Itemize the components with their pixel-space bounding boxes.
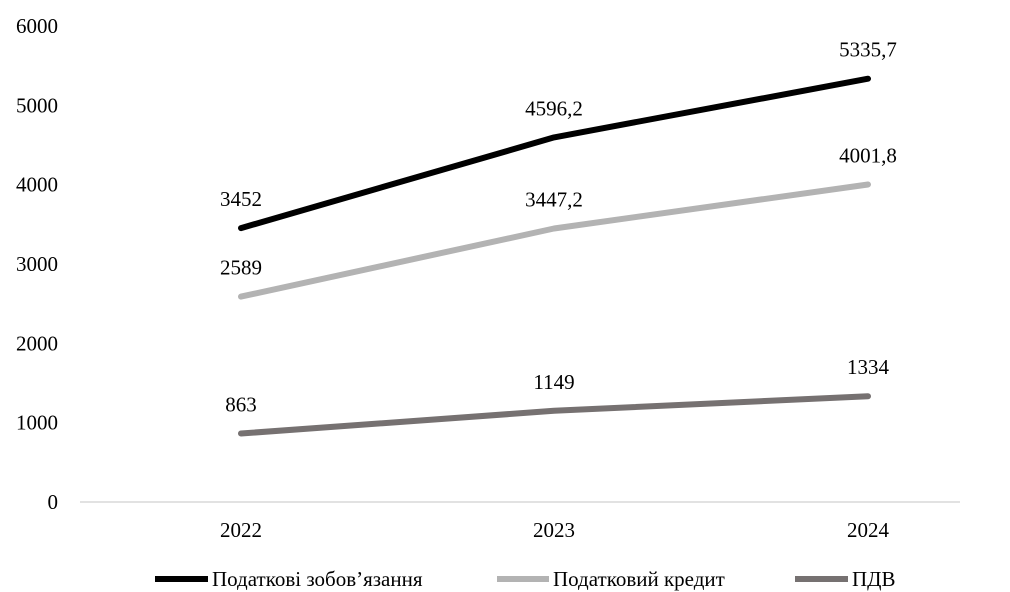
data-label: 4001,8 [839,144,897,168]
y-tick-label: 1000 [16,411,58,435]
x-axis-ticks: 2022 2023 2024 [220,518,890,542]
data-label: 2589 [220,256,262,280]
data-label: 4596,2 [525,96,583,120]
legend-label: Податковий кредит [553,567,725,591]
y-tick-label: 3000 [16,252,58,276]
series-line-1 [238,75,871,232]
data-labels: 3452 4596,2 5335,7 2589 3447,2 4001,8 863 1149 1… [220,38,897,417]
series-line-3 [238,393,871,437]
x-tick-label: 2024 [847,518,890,542]
legend-label: Податкові зобов’язання [212,567,423,591]
y-tick-label: 0 [48,490,59,514]
y-axis-ticks: 0 1000 2000 3000 4000 5000 6000 [16,14,58,514]
series-line-2 [238,181,871,300]
data-label: 1334 [847,355,890,379]
y-tick-label: 5000 [16,93,58,117]
data-label: 1149 [533,370,574,394]
y-tick-label: 4000 [16,173,58,197]
legend-label: ПДВ [852,567,896,591]
x-tick-label: 2023 [533,518,575,542]
data-label: 5335,7 [839,38,897,62]
data-label: 3452 [220,187,262,211]
series-lines [238,75,871,437]
data-label: 863 [225,393,257,417]
data-label: 3447,2 [525,188,583,212]
y-tick-label: 2000 [16,331,58,355]
y-tick-label: 6000 [16,14,58,38]
x-tick-label: 2022 [220,518,262,542]
legend: Податкові зобов’язання Податковий кредит П… [155,567,896,591]
